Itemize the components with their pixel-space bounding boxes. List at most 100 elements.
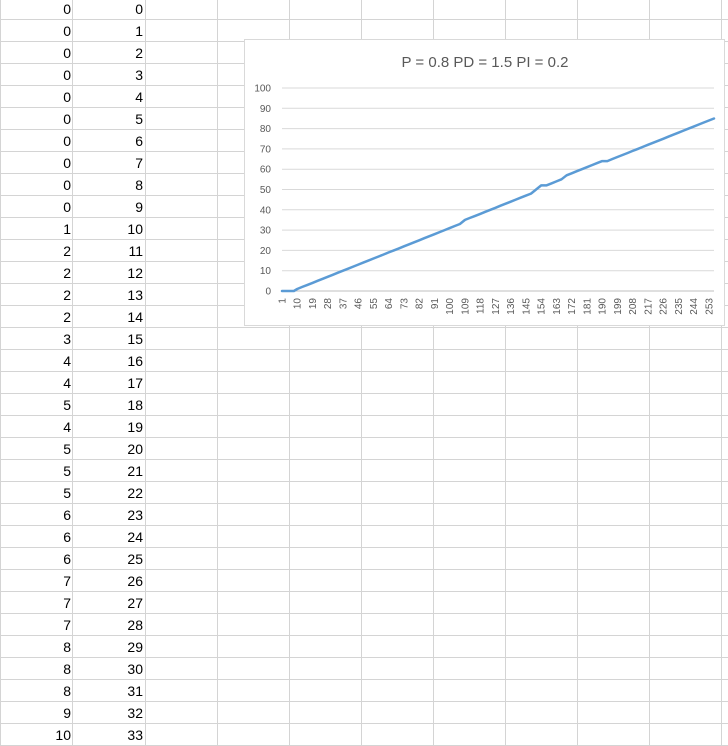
cell-b[interactable]: 31	[127, 683, 143, 699]
sheet-row: 2 12	[0, 262, 146, 284]
x-tick-label: 46	[354, 298, 365, 310]
cell-b[interactable]: 17	[127, 375, 143, 391]
cell-a[interactable]: 0	[63, 133, 71, 149]
cell-a[interactable]: 6	[63, 551, 71, 567]
y-tick-label: 0	[265, 287, 271, 298]
cell-a[interactable]: 0	[63, 111, 71, 127]
cell-a[interactable]: 4	[63, 353, 71, 369]
row-gridline	[0, 349, 728, 350]
cell-a[interactable]: 5	[63, 463, 71, 479]
y-tick-label: 80	[260, 124, 272, 135]
cell-a[interactable]: 2	[63, 243, 71, 259]
cell-b[interactable]: 11	[128, 243, 143, 259]
row-gridline	[0, 679, 728, 680]
x-tick-label: 154	[537, 298, 548, 315]
row-gridline	[0, 327, 728, 328]
cell-a[interactable]: 9	[63, 705, 71, 721]
cell-a[interactable]: 0	[63, 177, 71, 193]
cell-a[interactable]: 1	[63, 221, 71, 237]
cell-a[interactable]: 2	[63, 265, 71, 281]
cell-b[interactable]: 24	[127, 529, 143, 545]
cell-b[interactable]: 3	[135, 67, 143, 83]
row-gridline	[0, 415, 728, 416]
cell-a[interactable]: 0	[63, 67, 71, 83]
cell-b[interactable]: 0	[135, 1, 143, 17]
cell-a[interactable]: 4	[63, 375, 71, 391]
cell-b[interactable]: 20	[127, 441, 143, 457]
x-tick-label: 226	[659, 298, 670, 315]
cell-b[interactable]: 21	[127, 463, 143, 479]
cell-b[interactable]: 5	[135, 111, 143, 127]
cell-b[interactable]: 28	[127, 617, 143, 633]
cell-b[interactable]: 2	[135, 45, 143, 61]
x-axis-ticks: 1 10 19 28 37 46 55 64 73 82 91 100 109 118 127 136 145 1…	[278, 298, 716, 315]
x-tick-label: 253	[704, 298, 715, 315]
x-tick-label: 118	[476, 298, 487, 314]
cell-b[interactable]: 23	[127, 507, 143, 523]
x-tick-label: 217	[643, 298, 654, 315]
cell-b[interactable]: 26	[127, 573, 143, 589]
cell-a[interactable]: 2	[63, 287, 71, 303]
cell-a[interactable]: 5	[63, 441, 71, 457]
cell-b[interactable]: 18	[127, 397, 143, 413]
cell-b[interactable]: 22	[127, 485, 143, 501]
cell-b[interactable]: 10	[127, 221, 143, 237]
cell-b[interactable]: 27	[127, 595, 143, 611]
cell-b[interactable]: 1	[135, 23, 143, 39]
cell-b[interactable]: 25	[127, 551, 143, 567]
cell-a[interactable]: 6	[63, 507, 71, 523]
cell-b[interactable]: 16	[127, 353, 143, 369]
series-line[interactable]	[280, 117, 716, 293]
sheet-row: 8 29	[0, 636, 146, 658]
row-gridline	[0, 657, 728, 658]
cell-a[interactable]: 0	[63, 45, 71, 61]
sheet-row: 5 20	[0, 438, 146, 460]
cell-a[interactable]: 0	[63, 155, 71, 171]
cell-a[interactable]: 4	[63, 419, 71, 435]
x-tick-label: 244	[689, 298, 700, 315]
cell-b[interactable]: 33	[127, 727, 143, 743]
cell-b[interactable]: 19	[127, 419, 143, 435]
cell-b[interactable]: 14	[127, 309, 143, 325]
cell-a[interactable]: 7	[63, 617, 71, 633]
cell-a[interactable]: 2	[63, 309, 71, 325]
cell-a[interactable]: 5	[63, 397, 71, 413]
row-gridline	[0, 635, 728, 636]
sheet-row: 8 31	[0, 680, 146, 702]
cell-a[interactable]: 0	[63, 89, 71, 105]
cell-a[interactable]: 8	[63, 661, 71, 677]
cell-b[interactable]: 32	[127, 705, 143, 721]
cell-b[interactable]: 12	[127, 265, 143, 281]
cell-b[interactable]: 9	[135, 199, 143, 215]
sheet-row: 4 19	[0, 416, 146, 438]
cell-b[interactable]: 8	[135, 177, 143, 193]
cell-b[interactable]: 6	[135, 133, 143, 149]
cell-b[interactable]: 7	[135, 155, 143, 171]
cell-a[interactable]: 7	[63, 595, 71, 611]
x-tick-label: 181	[582, 298, 593, 315]
cell-a[interactable]: 8	[63, 639, 71, 655]
cell-a[interactable]: 0	[63, 1, 71, 17]
cell-a[interactable]: 8	[63, 683, 71, 699]
line-chart[interactable]: P = 0.8 PD = 1.5 PI = 0.2 0 10 20 30 40 50 60 7…	[244, 39, 725, 326]
cell-a[interactable]: 3	[63, 331, 71, 347]
cell-a[interactable]: 0	[63, 199, 71, 215]
cell-a[interactable]: 5	[63, 485, 71, 501]
cell-b[interactable]: 15	[127, 331, 143, 347]
sheet-row: 8 30	[0, 658, 146, 680]
cell-a[interactable]: 6	[63, 529, 71, 545]
cell-b[interactable]: 30	[127, 661, 143, 677]
x-tick-label: 82	[415, 298, 426, 310]
x-tick-label: 235	[674, 298, 685, 315]
sheet-row: 2 14	[0, 306, 146, 328]
cell-b[interactable]: 4	[135, 89, 143, 105]
cell-b[interactable]: 29	[127, 639, 143, 655]
cell-a[interactable]: 10	[55, 727, 71, 743]
y-tick-label: 90	[260, 104, 272, 115]
cell-a[interactable]: 7	[63, 573, 71, 589]
row-gridline	[0, 393, 728, 394]
cell-a[interactable]: 0	[63, 23, 71, 39]
sheet-row: 2 13	[0, 284, 146, 306]
cell-b[interactable]: 13	[127, 287, 143, 303]
